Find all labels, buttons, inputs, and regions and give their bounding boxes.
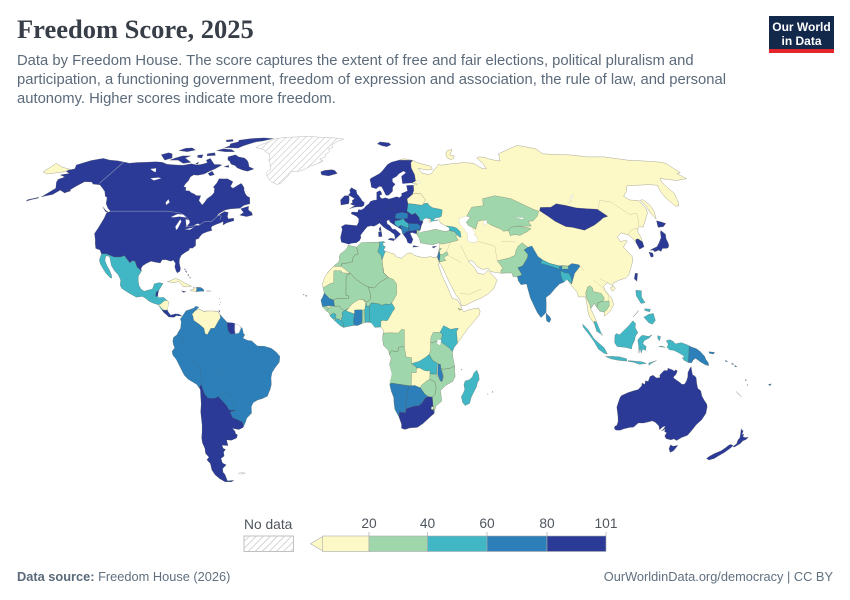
svg-text:20: 20 xyxy=(361,516,377,531)
svg-text:101: 101 xyxy=(594,516,617,531)
svg-text:No data: No data xyxy=(244,517,293,532)
svg-text:60: 60 xyxy=(479,516,495,531)
svg-text:40: 40 xyxy=(420,516,436,531)
svg-text:80: 80 xyxy=(539,516,555,531)
